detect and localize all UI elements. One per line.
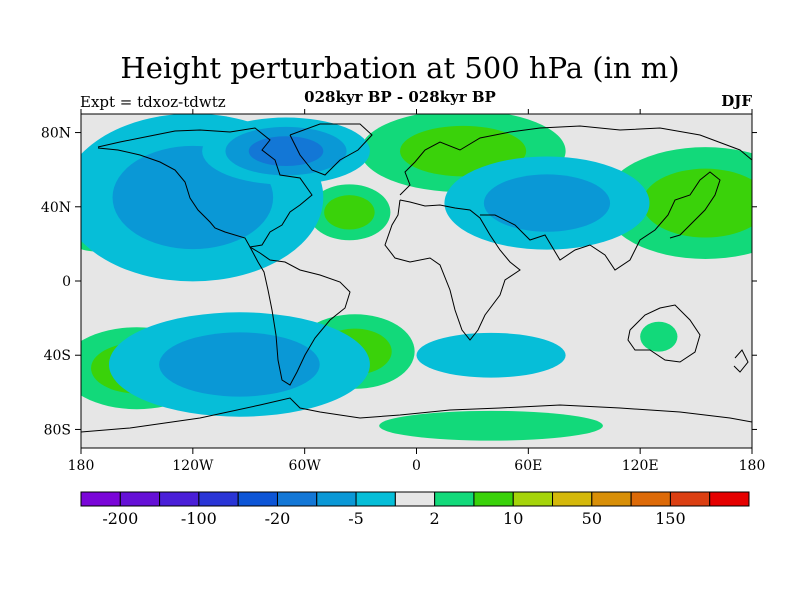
lon-tick-label: 120E [622, 458, 659, 474]
coastline-greenland [289, 123, 373, 176]
colorbar-swatch [316, 491, 357, 507]
coastline-layer [81, 123, 752, 433]
lon-tick-label: 60E [514, 458, 542, 474]
colorbar: -200 -100 -20 -5 2 10 50 150 [80, 491, 750, 528]
map-title: Height perturbation at 500 hPa (in m) [120, 51, 680, 85]
colorbar-label: -5 [348, 509, 364, 528]
colorbar-swatch [630, 491, 671, 507]
colorbar-swatch [591, 491, 632, 507]
colorbar-label: 10 [503, 509, 523, 528]
lon-tick-label: 180 [68, 458, 95, 474]
colorbar-swatch [80, 491, 121, 507]
lon-tick-label: 0 [412, 458, 421, 474]
colorbar-swatch [669, 491, 711, 507]
lat-tick-label: 40S [44, 348, 71, 364]
experiment-label: Expt = tdxoz-tdwtz [80, 93, 226, 111]
lat-tick-label: 0 [62, 274, 71, 290]
lon-tick-label: 60W [289, 458, 322, 474]
coastline-new-zealand [733, 349, 749, 373]
colorbar-label: 150 [655, 509, 686, 528]
lat-tick-label: 40N [41, 200, 71, 216]
lon-tick-label: 180 [739, 458, 766, 474]
colorbar-swatch [394, 491, 436, 507]
lat-tick-label: 80S [44, 422, 71, 438]
colorbar-swatch [512, 491, 554, 507]
anomaly-southern-ocean-low-level-6 [159, 332, 320, 397]
colorbar-swatch [237, 491, 278, 507]
coastline-south-asia [480, 171, 721, 271]
colorbar-swatch [473, 491, 514, 507]
colorbar-swatch [709, 491, 750, 507]
colorbar-label: 2 [430, 509, 440, 528]
coastline-antarctica [81, 397, 752, 433]
colorbar-label: -200 [102, 509, 138, 528]
coastline-eurasia [399, 125, 752, 196]
coastline-south-america [249, 246, 351, 386]
colorbar-swatch [355, 491, 396, 507]
coastline-north-america [97, 127, 313, 248]
colorbar-swatch [434, 491, 475, 507]
anomaly-indian-ocean-low-level-7 [416, 332, 566, 378]
period-subtitle: 028kyr BP - 028kyr BP [304, 88, 496, 106]
colorbar-swatch [276, 491, 318, 507]
colorbar-swatch [552, 491, 593, 507]
coastline-africa [384, 199, 521, 341]
anomaly-antarctic-rim-green-level-9 [379, 410, 603, 441]
anomaly-west-pacific-outer-level-10 [642, 168, 752, 238]
anomaly-atlantic-outer-level-10 [324, 195, 375, 230]
axis-ticks: 180 120W 60W 0 60E 120E 180 80N 40N 0 40S 80S [41, 109, 765, 474]
contour-fill-layer [81, 114, 752, 441]
anomaly-asia-low-level-6 [483, 174, 611, 232]
colorbar-swatch [119, 491, 161, 507]
colorbar-swatch [198, 491, 239, 507]
colorbar-label: -100 [181, 509, 217, 528]
colorbar-label: 50 [582, 509, 602, 528]
colorbar-label: -20 [265, 509, 291, 528]
lon-tick-label: 120W [172, 458, 214, 474]
lat-tick-label: 80N [41, 126, 71, 142]
anomaly-australia-high-level-9 [640, 321, 678, 352]
anomaly-north-america-low-level-5 [248, 136, 324, 167]
colorbar-swatch [159, 491, 200, 507]
season-label: DJF [721, 92, 752, 110]
coastline-australia [627, 304, 701, 363]
